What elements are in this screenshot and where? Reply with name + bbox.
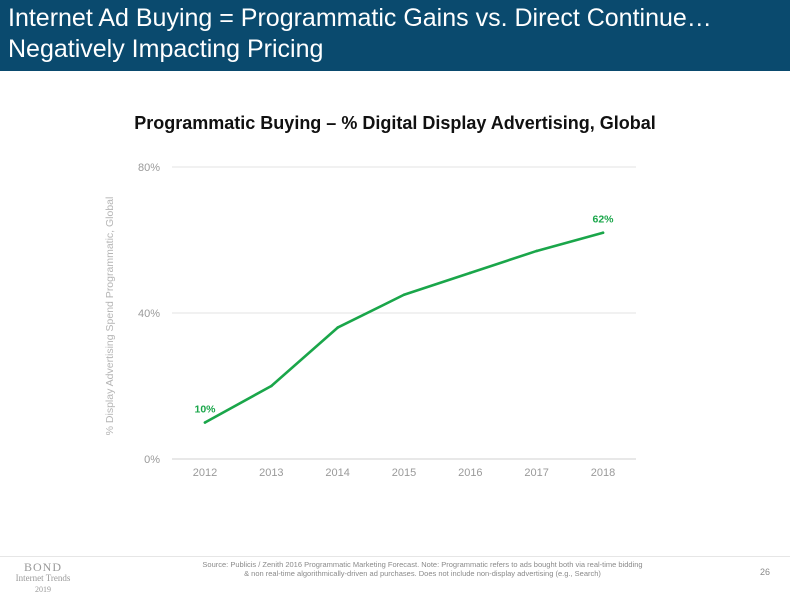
logo-line2: Internet Trends <box>15 573 71 583</box>
chart-title: Programmatic Buying – % Digital Display … <box>134 113 656 133</box>
y-tick-label: 40% <box>138 308 160 320</box>
source-note-line2: & non real-time algorithmically-driven a… <box>244 569 601 578</box>
header-banner: Internet Ad Buying = Programmatic Gains … <box>0 0 790 71</box>
data-point-2013 <box>270 384 273 388</box>
data-point-2016 <box>469 271 472 275</box>
y-tick-label: 80% <box>138 162 160 174</box>
slide-title-line2: Negatively Impacting Pricing <box>8 35 324 63</box>
x-tick-label-2014: 2014 <box>325 467 349 479</box>
logo-line3: 2019 <box>35 585 51 594</box>
logo-line1: BOND <box>23 560 62 574</box>
data-label-2012: 10% <box>194 404 216 416</box>
footer-divider <box>0 556 790 557</box>
series-line-0 <box>203 231 605 424</box>
x-tick-label-2012: 2012 <box>193 467 217 479</box>
data-point-2012 <box>203 421 207 424</box>
bond-logo: BOND Internet Trends 2019 <box>8 560 78 595</box>
y-tick-label: 0% <box>144 454 160 466</box>
x-tick-label-2015: 2015 <box>392 467 416 479</box>
data-point-2015 <box>402 293 406 297</box>
y-axis-title: % Display Advertising Spend Programmatic… <box>104 197 116 436</box>
source-note-line1: Source: Publicis / Zenith 2016 Programma… <box>202 560 643 569</box>
x-tick-label-2017: 2017 <box>524 467 548 479</box>
data-point-2017 <box>535 249 538 253</box>
x-tick-label-2013: 2013 <box>259 467 283 479</box>
page-number: 26 <box>760 567 771 577</box>
data-point-2018 <box>601 231 605 234</box>
slide-title-line1: Internet Ad Buying = Programmatic Gains … <box>8 4 712 32</box>
x-tick-label-2018: 2018 <box>591 467 615 479</box>
data-point-2014 <box>336 326 339 329</box>
source-note: Source: Publicis / Zenith 2016 Programma… <box>150 560 695 578</box>
data-label-2018: 62% <box>592 214 614 226</box>
x-tick-label-2016: 2016 <box>458 467 482 479</box>
